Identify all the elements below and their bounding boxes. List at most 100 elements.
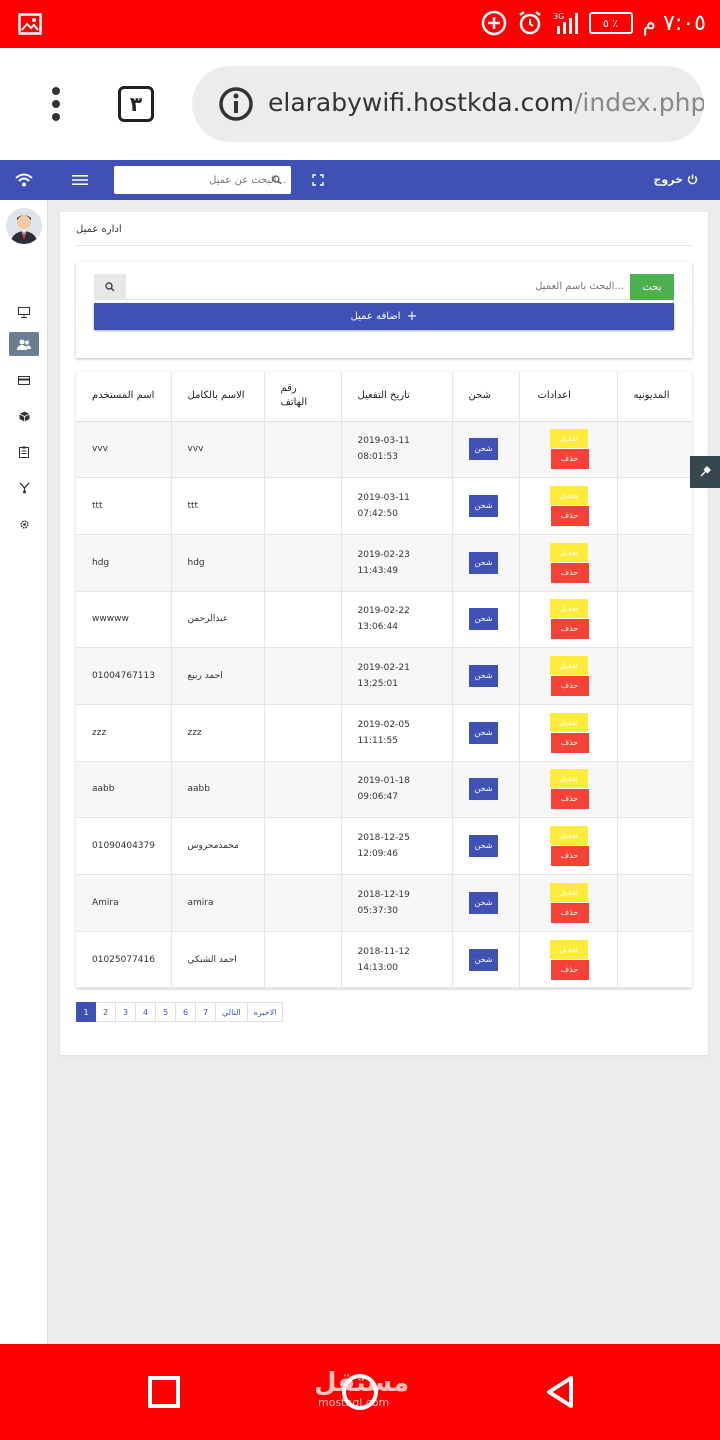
tab-switcher-button[interactable]: ٣ — [118, 86, 154, 122]
cell-username: 01004767113 — [76, 647, 172, 705]
cell-fullname: hdg — [171, 534, 265, 592]
activation-time: 11:43:49 — [357, 565, 398, 576]
clipboard-nav-icon[interactable] — [9, 440, 39, 464]
col-username: اسم المستخدم — [76, 372, 172, 422]
charge-button[interactable]: شحن — [468, 835, 499, 858]
edit-button[interactable]: تعديل — [549, 882, 588, 902]
page-link-7[interactable]: 7 — [196, 1002, 216, 1022]
logout-button[interactable]: خروج — [653, 173, 698, 186]
cell-debt — [617, 477, 692, 535]
info-icon[interactable] — [218, 86, 254, 122]
package-nav-icon[interactable] — [9, 404, 39, 428]
cell-charge: شحن — [452, 704, 520, 762]
delete-button[interactable]: حذف — [550, 506, 589, 527]
edit-button[interactable]: تعديل — [549, 599, 588, 619]
charge-button[interactable]: شحن — [468, 665, 499, 688]
charge-button[interactable]: شحن — [468, 495, 499, 518]
edit-button[interactable]: تعديل — [549, 486, 588, 506]
activation-date: 2019-01-18 — [357, 776, 410, 787]
brand-logo[interactable] — [0, 160, 48, 200]
table-row: wwwww عبدالرحمن 2019-02-22 13:06:44 شحن تعديل… — [76, 591, 692, 649]
search-button[interactable]: بحث — [630, 274, 674, 300]
breadcrumb-text: اداره عميل — [76, 224, 122, 235]
delete-button[interactable]: حذف — [550, 846, 589, 867]
tools-nav-icon[interactable] — [9, 476, 39, 500]
cell-username: 01090404379 — [76, 817, 172, 875]
cell-activation: 2019-03-11 08:01:53 — [341, 421, 453, 479]
home-button[interactable] — [342, 1374, 378, 1410]
col-activation-date: تاريخ التفعيل — [341, 372, 453, 422]
charge-button[interactable]: شحن — [468, 438, 499, 461]
delete-button[interactable]: حذف — [550, 959, 589, 980]
add-client-label: اضافه عميل — [350, 311, 401, 322]
delete-button[interactable]: حذف — [550, 676, 589, 697]
activation-time: 12:09:46 — [357, 849, 398, 860]
page-link-3[interactable]: 3 — [116, 1002, 136, 1022]
overflow-menu-icon[interactable] — [50, 86, 62, 122]
edit-button[interactable]: تعديل — [549, 712, 588, 732]
cell-charge: شحن — [452, 591, 520, 649]
page-link-next[interactable]: التالي — [216, 1002, 248, 1022]
charge-button[interactable]: شحن — [468, 948, 499, 971]
table-row: hdg hdg 2019-02-23 11:43:49 شحن تعديل حذف — [76, 534, 692, 592]
plus-icon: + — [406, 309, 418, 324]
fullscreen-icon[interactable] — [312, 174, 324, 186]
dashboard-nav-icon[interactable] — [9, 300, 39, 324]
page-link-5[interactable]: 5 — [156, 1002, 176, 1022]
delete-button[interactable]: حذف — [550, 902, 589, 923]
charge-button[interactable]: شحن — [468, 608, 499, 631]
charge-button[interactable]: شحن — [468, 721, 499, 744]
activation-date: 2019-03-11 — [357, 436, 410, 447]
edit-button[interactable]: تعديل — [549, 429, 588, 449]
cell-activation: 2019-02-22 13:06:44 — [341, 591, 453, 649]
col-charge: شحن — [452, 372, 520, 422]
cell-activation: 2019-02-21 13:25:01 — [341, 647, 453, 705]
recents-button[interactable] — [148, 1376, 180, 1408]
power-icon — [687, 174, 698, 185]
page-link-6[interactable]: 6 — [176, 1002, 196, 1022]
back-triangle-icon[interactable] — [545, 1374, 575, 1410]
battery-indicator: ٥ ٪ — [588, 12, 633, 34]
client-management-card: اداره عميل بحث + اضافه عميل اسم المستخدم… — [60, 212, 708, 1055]
page-link-4[interactable]: 4 — [136, 1002, 156, 1022]
page-link-1[interactable]: 1 — [76, 1002, 96, 1022]
cell-activation: 2019-02-23 11:43:49 — [341, 534, 453, 592]
add-client-button[interactable]: + اضافه عميل — [94, 303, 674, 330]
avatar[interactable] — [6, 208, 42, 244]
cell-phone — [264, 761, 342, 819]
charge-button[interactable]: شحن — [468, 891, 499, 914]
clients-nav-icon[interactable] — [9, 332, 39, 356]
edit-button[interactable]: تعديل — [549, 656, 588, 676]
delete-button[interactable]: حذف — [550, 449, 589, 470]
search-icon[interactable] — [272, 175, 282, 185]
charge-button[interactable]: شحن — [468, 778, 499, 801]
client-name-search-input[interactable] — [126, 274, 630, 300]
edit-button[interactable]: تعديل — [549, 769, 588, 789]
card-nav-icon[interactable] — [9, 368, 39, 392]
delete-button[interactable]: حذف — [550, 732, 589, 753]
tools-icon — [700, 466, 711, 477]
delete-button[interactable]: حذف — [550, 789, 589, 810]
wifi-icon — [15, 173, 33, 187]
delete-button[interactable]: حذف — [550, 619, 589, 640]
activation-date: 2018-12-25 — [357, 833, 410, 844]
edit-button[interactable]: تعديل — [549, 826, 588, 846]
activation-time: 13:06:44 — [357, 622, 398, 633]
cell-phone — [264, 534, 342, 592]
page-link-2[interactable]: 2 — [96, 1002, 116, 1022]
cell-fullname: عبدالرحمن — [171, 591, 265, 649]
edit-button[interactable]: تعديل — [549, 542, 588, 562]
search-addon[interactable] — [94, 274, 126, 300]
client-search-input[interactable] — [136, 166, 286, 194]
menu-toggle-icon[interactable] — [72, 175, 88, 185]
col-settings: اعدادات — [519, 372, 618, 422]
delete-button[interactable]: حذف — [550, 562, 589, 583]
charge-button[interactable]: شحن — [468, 551, 499, 574]
theme-settings-button[interactable] — [690, 456, 720, 488]
table-row: Amira amira 2018-12-19 05:37:30 شحن تعديل حذف — [76, 874, 692, 932]
page-link-last[interactable]: الاخيره — [247, 1002, 284, 1022]
settings-nav-icon[interactable] — [9, 512, 39, 536]
cell-activation: 2018-12-19 05:37:30 — [341, 874, 453, 932]
address-bar[interactable]: elarabywifi.hostkda.com/index.php — [192, 66, 704, 142]
edit-button[interactable]: تعديل — [549, 939, 588, 959]
